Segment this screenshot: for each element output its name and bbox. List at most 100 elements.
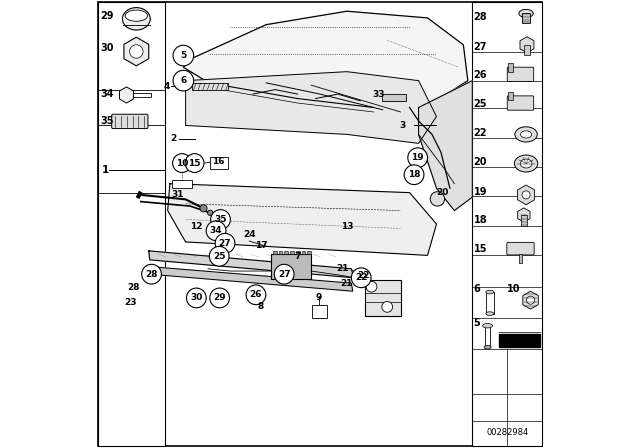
Circle shape [130, 45, 143, 58]
Text: 21: 21 [337, 264, 349, 273]
Text: 4: 4 [164, 82, 170, 90]
Bar [284, 251, 288, 254]
Text: 30: 30 [100, 43, 114, 53]
Text: 19: 19 [412, 153, 424, 162]
Bar [486, 292, 494, 314]
Text: 27: 27 [219, 239, 231, 248]
Text: 34: 34 [210, 226, 222, 235]
Ellipse shape [486, 312, 494, 315]
FancyBboxPatch shape [508, 67, 534, 82]
Text: 20: 20 [436, 188, 449, 197]
Bar [210, 157, 228, 169]
Bar [472, 2, 541, 446]
Ellipse shape [515, 127, 538, 142]
Bar [522, 13, 530, 23]
Bar [132, 93, 150, 97]
Text: 22: 22 [358, 271, 370, 280]
Circle shape [351, 268, 371, 288]
Circle shape [211, 210, 230, 229]
Bar [382, 94, 406, 101]
Text: 16: 16 [212, 157, 224, 166]
Text: 25: 25 [474, 99, 487, 109]
Text: 23: 23 [124, 298, 136, 307]
Polygon shape [149, 251, 353, 278]
Text: 10: 10 [176, 159, 188, 168]
Ellipse shape [486, 290, 494, 294]
Polygon shape [149, 267, 353, 291]
Text: 8: 8 [258, 302, 264, 311]
Text: 6: 6 [180, 76, 186, 85]
Bar [508, 63, 513, 72]
FancyBboxPatch shape [112, 114, 148, 129]
Bar [296, 251, 300, 254]
Bar [312, 305, 327, 318]
Ellipse shape [125, 10, 148, 22]
Bar [524, 45, 530, 55]
Text: 28: 28 [474, 12, 487, 22]
Circle shape [522, 191, 530, 199]
Bar [273, 251, 276, 254]
FancyBboxPatch shape [508, 96, 534, 110]
Text: 13: 13 [340, 222, 353, 231]
Text: 33: 33 [372, 90, 385, 99]
Polygon shape [168, 184, 436, 255]
Text: 27: 27 [278, 270, 291, 279]
Text: 10: 10 [508, 284, 521, 294]
FancyBboxPatch shape [507, 242, 534, 255]
Text: 28: 28 [127, 283, 140, 292]
Bar [508, 92, 513, 100]
Text: 29: 29 [213, 293, 226, 302]
Ellipse shape [520, 159, 532, 168]
Text: 27: 27 [474, 42, 487, 52]
Text: 28: 28 [145, 270, 158, 279]
Circle shape [209, 246, 229, 266]
Text: 35: 35 [214, 215, 227, 224]
Circle shape [246, 285, 266, 305]
Text: 29: 29 [100, 11, 114, 21]
Text: 20: 20 [474, 157, 487, 167]
Text: 22: 22 [474, 128, 487, 138]
Text: 17: 17 [255, 241, 268, 250]
Circle shape [275, 264, 294, 284]
Circle shape [186, 288, 206, 308]
Circle shape [404, 165, 424, 185]
Bar [172, 180, 192, 188]
Circle shape [430, 192, 445, 206]
Circle shape [173, 70, 194, 91]
Polygon shape [184, 11, 468, 112]
Text: 18: 18 [474, 215, 487, 225]
Circle shape [210, 288, 230, 308]
Circle shape [200, 205, 207, 212]
Circle shape [173, 154, 191, 172]
Bar [485, 326, 490, 347]
Text: 7: 7 [294, 252, 301, 261]
Ellipse shape [515, 155, 538, 172]
Text: 26: 26 [250, 290, 262, 299]
Text: 9: 9 [316, 293, 323, 302]
Bar [192, 83, 228, 90]
Bar [301, 251, 305, 254]
Circle shape [206, 221, 226, 241]
Text: 12: 12 [190, 222, 203, 231]
Bar [307, 251, 311, 254]
Text: 3: 3 [400, 121, 406, 130]
Bar [519, 254, 522, 263]
Bar [365, 280, 401, 316]
Text: 35: 35 [100, 116, 114, 126]
Text: 21: 21 [340, 279, 353, 288]
Text: 00282984: 00282984 [486, 428, 529, 437]
Ellipse shape [519, 9, 533, 17]
Circle shape [215, 233, 235, 253]
Text: 19: 19 [474, 187, 487, 197]
Circle shape [527, 296, 534, 304]
Circle shape [382, 302, 392, 312]
Text: 30: 30 [190, 293, 202, 302]
Text: 34: 34 [100, 89, 114, 99]
Text: 18: 18 [408, 170, 420, 179]
Text: 6: 6 [474, 284, 481, 294]
Bar [99, 2, 165, 446]
Bar [521, 215, 527, 226]
Text: 24: 24 [243, 230, 255, 239]
Circle shape [173, 45, 194, 66]
Ellipse shape [520, 131, 532, 138]
